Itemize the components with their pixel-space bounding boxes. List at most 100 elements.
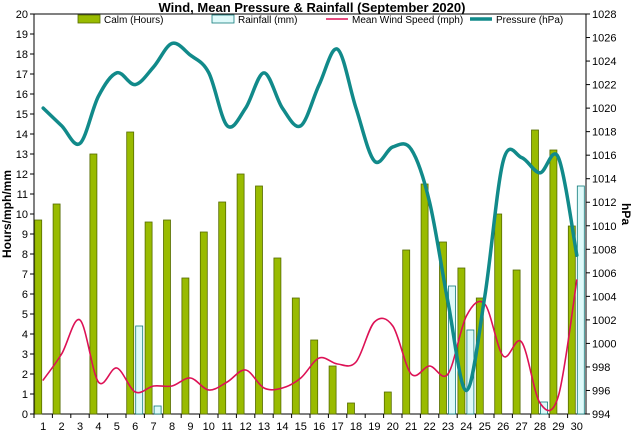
y-tick-label: 8 xyxy=(22,249,28,261)
y2-tick-label: 1024 xyxy=(592,56,616,68)
legend-label: Rainfall (mm) xyxy=(238,15,297,26)
calm-bar xyxy=(144,221,153,415)
x-tick-label: 15 xyxy=(295,421,307,433)
y2-tick-label: 1006 xyxy=(592,268,616,280)
lines-layer xyxy=(41,41,579,412)
x-tick-label: 20 xyxy=(387,421,399,433)
y2-tick-label: 1004 xyxy=(592,291,616,303)
x-tick-label: 14 xyxy=(276,421,288,433)
y-tick-label: 15 xyxy=(16,109,28,121)
chart-title: Wind, Mean Pressure & Rainfall (Septembe… xyxy=(159,0,466,15)
x-tick-label: 6 xyxy=(132,421,138,433)
x-tick-label: 2 xyxy=(59,421,65,433)
y2-tick-label: 1010 xyxy=(592,221,616,233)
x-tick-label: 1 xyxy=(40,421,46,433)
ticks-layer: 0123456789101112131415161718192099499699… xyxy=(16,9,617,433)
y2-tick-label: 1014 xyxy=(592,174,616,186)
calm-bar xyxy=(402,249,411,415)
rainfall-bar xyxy=(153,405,162,415)
x-tick-label: 29 xyxy=(552,421,564,433)
y2-tick-label: 1016 xyxy=(592,150,616,162)
legend-swatch xyxy=(211,14,235,24)
y-tick-label: 1 xyxy=(22,389,28,401)
wind-speed-line xyxy=(42,279,578,412)
y-tick-label: 20 xyxy=(16,9,28,21)
x-tick-label: 10 xyxy=(203,421,215,433)
calm-bar xyxy=(163,219,171,415)
y2-tick-label: 1000 xyxy=(592,338,616,350)
x-tick-label: 9 xyxy=(187,421,193,433)
y-tick-label: 18 xyxy=(16,49,28,61)
y-tick-label: 7 xyxy=(22,269,28,281)
y-tick-label: 4 xyxy=(22,329,28,341)
calm-bar xyxy=(181,277,190,415)
y-axis-title: Hours/mph/mm xyxy=(0,170,14,258)
legend: Calm (Hours) Rainfall (mm) Mean Wind Speed… xyxy=(77,14,563,26)
x-tick-label: 16 xyxy=(313,421,325,433)
y-tick-label: 3 xyxy=(22,349,28,361)
x-tick-label: 4 xyxy=(95,421,101,433)
y2-tick-label: 1012 xyxy=(592,197,616,209)
calm-bar xyxy=(273,257,282,415)
x-tick-label: 27 xyxy=(515,421,527,433)
x-tick-label: 25 xyxy=(479,421,491,433)
calm-bar xyxy=(236,173,245,415)
calm-bar xyxy=(439,241,447,415)
y-tick-label: 14 xyxy=(16,129,28,141)
calm-bar xyxy=(89,153,98,415)
x-tick-label: 26 xyxy=(497,421,509,433)
calm-bar xyxy=(255,185,263,415)
y-tick-label: 12 xyxy=(16,169,28,181)
x-tick-label: 28 xyxy=(534,421,546,433)
legend-rainfall: Rainfall (mm) xyxy=(211,14,297,26)
calm-bar xyxy=(199,231,208,415)
calm-bar xyxy=(420,183,429,415)
calm-bar xyxy=(328,365,337,415)
rainfall-bar xyxy=(576,185,585,415)
x-tick-label: 3 xyxy=(77,421,83,433)
legend-wind-speed: Mean Wind Speed (mph) xyxy=(326,15,463,26)
calm-bar xyxy=(34,219,43,415)
calm-bar xyxy=(52,203,61,415)
y2-tick-label: 994 xyxy=(592,409,610,421)
y2-tick-label: 1002 xyxy=(592,315,616,327)
legend-label: Mean Wind Speed (mph) xyxy=(352,15,463,26)
legend-pressure: Pressure (hPa) xyxy=(470,15,563,26)
calm-bar xyxy=(383,391,392,415)
y-tick-label: 19 xyxy=(16,29,28,41)
calm-bar xyxy=(126,131,135,415)
x-tick-label: 11 xyxy=(221,421,232,433)
y-tick-label: 11 xyxy=(17,189,28,201)
x-tick-label: 23 xyxy=(442,421,454,433)
calm-bar xyxy=(531,129,539,415)
x-tick-label: 21 xyxy=(405,421,417,433)
x-tick-label: 22 xyxy=(423,421,435,433)
x-tick-label: 7 xyxy=(151,421,157,433)
legend-swatch xyxy=(77,14,101,24)
y-tick-label: 9 xyxy=(22,229,28,241)
x-tick-label: 12 xyxy=(239,421,251,433)
y2-tick-label: 1028 xyxy=(592,9,616,21)
legend-label: Pressure (hPa) xyxy=(496,15,563,26)
y2-tick-label: 1008 xyxy=(592,244,616,256)
y2-axis-title: hPa xyxy=(619,203,633,225)
x-tick-label: 18 xyxy=(350,421,362,433)
y2-tick-label: 1020 xyxy=(592,103,616,115)
x-tick-label: 8 xyxy=(169,421,175,433)
x-tick-label: 17 xyxy=(331,421,343,433)
pressure-line xyxy=(41,41,579,393)
y-tick-label: 13 xyxy=(16,149,28,161)
x-tick-label: 13 xyxy=(258,421,270,433)
calm-bar xyxy=(310,339,319,415)
y-tick-label: 17 xyxy=(16,69,28,81)
y2-tick-label: 998 xyxy=(592,362,610,374)
legend-calm: Calm (Hours) xyxy=(77,14,163,26)
y-tick-label: 5 xyxy=(22,309,28,321)
calm-bar xyxy=(549,149,558,415)
y2-tick-label: 1022 xyxy=(592,80,616,92)
x-tick-label: 5 xyxy=(114,421,120,433)
x-tick-label: 30 xyxy=(571,421,583,433)
calm-bar xyxy=(347,402,355,415)
